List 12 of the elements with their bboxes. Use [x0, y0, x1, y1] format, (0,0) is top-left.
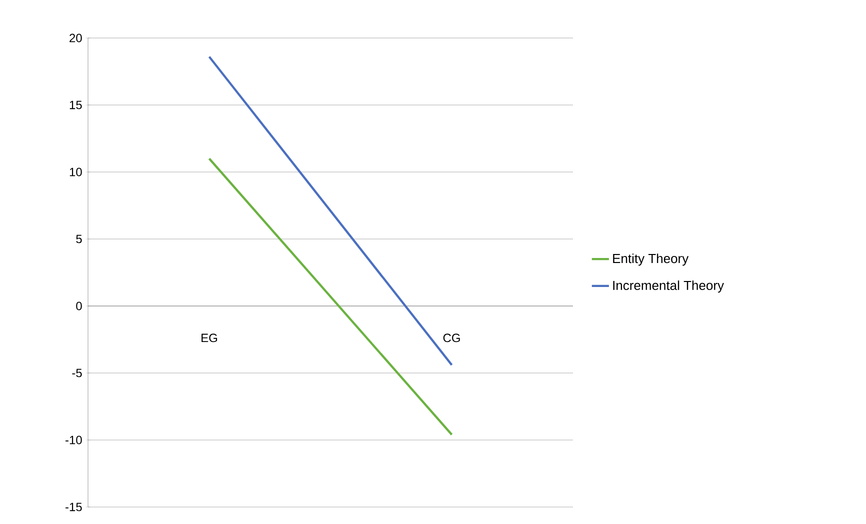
y-tick-label: 0	[76, 302, 82, 310]
legend-label: Incremental Theory	[613, 280, 724, 293]
y-tick-label: 20	[70, 34, 82, 42]
y-tick-label: -5	[72, 368, 82, 378]
y-tick-label: -15	[66, 502, 82, 512]
y-tick-label: 10	[70, 168, 82, 176]
y-tick-label: 5	[76, 234, 82, 244]
x-tick-label: EG	[202, 334, 218, 342]
x-tick-label: CG	[443, 334, 460, 342]
y-tick-label: 15	[70, 100, 82, 110]
y-tick-label: -10	[66, 436, 82, 444]
legend-label: Entity Theory	[613, 254, 689, 266]
